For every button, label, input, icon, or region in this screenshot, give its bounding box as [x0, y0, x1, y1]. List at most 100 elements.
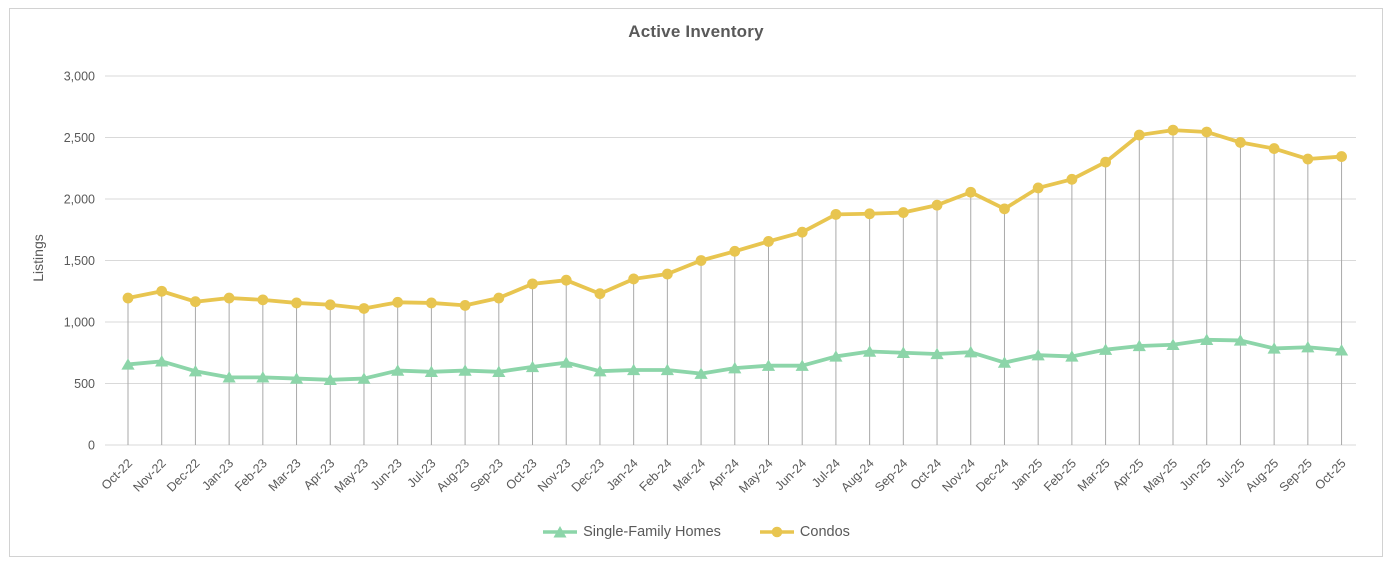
- single-family-marker: [289, 372, 304, 384]
- y-tick-label: 1,000: [64, 315, 95, 329]
- single-family-marker: [1267, 342, 1281, 354]
- x-tick-label: May-23: [332, 456, 371, 495]
- single-family-marker: [964, 345, 978, 358]
- single-family-marker: [1334, 344, 1349, 356]
- legend-item-condos: Condos: [759, 524, 850, 540]
- x-tick-label: Dec-22: [164, 456, 202, 494]
- x-tick-label: Feb-25: [1041, 456, 1079, 494]
- x-tick-label: Jun-24: [772, 456, 809, 493]
- x-tick-label: Nov-24: [939, 456, 977, 494]
- single-family-marker: [660, 363, 674, 376]
- x-tick-label: Jan-23: [199, 456, 236, 493]
- single-family-marker: [357, 372, 371, 384]
- y-tick-label: 3,000: [64, 69, 95, 83]
- condos-marker: [560, 274, 572, 286]
- x-tick-label: Feb-23: [232, 456, 270, 494]
- x-tick-label: Dec-23: [569, 456, 607, 494]
- x-tick-label: Aug-25: [1243, 456, 1281, 494]
- chart-frame: [9, 8, 1383, 557]
- condos-marker: [965, 186, 977, 198]
- single-family-marker: [728, 361, 742, 374]
- condos-marker: [527, 278, 538, 290]
- condos-marker: [1100, 156, 1111, 168]
- condos-marker: [864, 208, 876, 220]
- condos-marker: [1235, 137, 1246, 148]
- x-tick-label: Oct-24: [908, 456, 944, 492]
- single-family-marker: [424, 365, 438, 378]
- x-tick-label: May-24: [736, 456, 775, 495]
- x-tick-label: Nov-23: [535, 456, 573, 494]
- condos-marker: [459, 299, 471, 311]
- x-tick-label: Oct-23: [503, 456, 539, 492]
- condos-marker: [1336, 151, 1347, 162]
- x-tick-label: Oct-22: [99, 456, 135, 492]
- single-family-marker: [525, 360, 540, 373]
- x-tick-label: Dec-24: [973, 456, 1011, 494]
- single-family-marker: [1132, 339, 1146, 352]
- single-family-marker: [1200, 333, 1214, 346]
- single-family-marker: [1098, 343, 1113, 355]
- single-family-marker: [1233, 334, 1248, 346]
- single-family-marker: [795, 359, 809, 371]
- condos-marker: [223, 292, 235, 304]
- x-tick-label: Mar-24: [670, 456, 708, 494]
- condos-marker: [122, 292, 134, 304]
- x-tick-label: Jun-23: [368, 456, 405, 493]
- single-family-marker: [1301, 341, 1315, 353]
- single-family-marker: [761, 359, 776, 371]
- single-family-marker: [188, 365, 203, 377]
- x-tick-label: Aug-23: [434, 456, 472, 494]
- single-family-marker: [896, 346, 910, 358]
- single-family-line-triangle-icon: [543, 526, 578, 538]
- y-tick-label: 0: [88, 438, 95, 452]
- x-tick-label: Mar-23: [266, 456, 304, 494]
- y-tick-label: 500: [74, 377, 95, 391]
- y-tick-label: 2,000: [64, 192, 95, 206]
- condos-marker: [425, 297, 437, 309]
- x-tick-label: Jan-25: [1008, 456, 1045, 493]
- condos-marker: [1268, 143, 1280, 154]
- x-tick-label: Mar-25: [1075, 456, 1113, 494]
- condos-marker: [931, 199, 943, 211]
- condos-marker: [729, 245, 741, 257]
- condos-marker: [763, 236, 774, 247]
- condos-marker: [1133, 129, 1145, 141]
- single-family-marker: [1166, 338, 1180, 350]
- y-tick-label: 2,500: [64, 131, 95, 145]
- condos-marker: [628, 273, 640, 285]
- single-family-marker: [1065, 350, 1079, 362]
- x-tick-label: Jan-24: [604, 456, 641, 493]
- x-tick-label: May-25: [1141, 456, 1180, 495]
- condos-marker: [1167, 124, 1179, 136]
- condos-marker: [156, 285, 168, 297]
- condos-marker: [830, 208, 842, 220]
- single-family-marker: [391, 364, 405, 376]
- chart-title: Active Inventory: [628, 22, 764, 41]
- condos-marker: [493, 292, 505, 304]
- legend-label-single-family-homes: Single-Family Homes: [583, 524, 721, 540]
- legend: Single-Family Homes Condos: [0, 524, 1392, 540]
- condos-marker: [594, 288, 606, 300]
- condos-line-circle-icon: [759, 526, 794, 538]
- condos-marker: [1032, 182, 1044, 194]
- condos-marker: [291, 297, 302, 309]
- condos-marker: [190, 296, 201, 308]
- single-family-marker: [694, 367, 708, 379]
- condos-marker: [999, 203, 1010, 215]
- x-tick-label: Sep-23: [468, 456, 506, 494]
- y-tick-label: 1,500: [64, 254, 95, 268]
- single-family-marker: [492, 365, 506, 378]
- single-family-marker: [1031, 349, 1045, 361]
- single-family-marker: [458, 364, 472, 376]
- single-family-marker: [593, 365, 607, 377]
- condos-marker: [1201, 126, 1213, 138]
- single-family-marker: [222, 371, 236, 383]
- condos-marker: [392, 296, 404, 308]
- x-tick-label: Jun-25: [1177, 456, 1214, 493]
- x-tick-label: Oct-25: [1312, 456, 1348, 492]
- single-family-marker: [627, 363, 641, 376]
- condos-marker: [897, 207, 909, 218]
- single-family-marker: [997, 356, 1012, 368]
- x-tick-label: Feb-24: [637, 456, 675, 494]
